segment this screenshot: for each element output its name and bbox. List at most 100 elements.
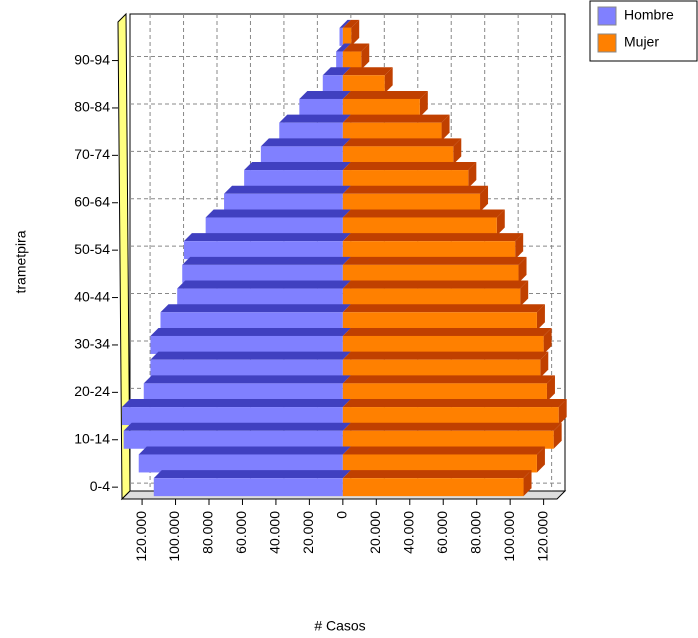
bar-top (150, 327, 351, 336)
bar-top (138, 446, 351, 455)
bar-top (160, 304, 351, 313)
x-tick-label: 120.000 (133, 511, 149, 562)
y-tick-label: 40-44 (74, 288, 110, 304)
bar (339, 27, 343, 46)
legend-swatch (597, 33, 617, 53)
bar-top (122, 399, 351, 408)
bar (342, 122, 442, 141)
legend-label: Hombre (624, 7, 674, 23)
bar-side (361, 43, 370, 70)
bar-side (520, 280, 529, 307)
x-tick-label: 60.000 (233, 511, 249, 554)
bar-top (342, 138, 462, 147)
bar-top (342, 470, 532, 479)
bar (177, 288, 343, 307)
bar-side (515, 233, 524, 260)
bar (260, 146, 343, 165)
bar-side (523, 470, 532, 497)
bar-top (299, 90, 351, 99)
bar (205, 217, 343, 236)
bar-top (153, 470, 351, 479)
bar-top (342, 19, 360, 28)
y-tick-label: 10-14 (74, 430, 110, 446)
bar-top (177, 280, 351, 289)
bar-top (342, 114, 450, 123)
x-tick-label: 80.000 (467, 511, 483, 554)
bar (342, 75, 385, 94)
bar-top (342, 90, 428, 99)
x-tick-label: 100.000 (166, 511, 182, 562)
bar-top (322, 67, 351, 76)
bar-side (351, 19, 360, 46)
bar (322, 75, 343, 94)
bar-side (441, 114, 450, 141)
x-tick-label: 100.000 (501, 511, 517, 562)
y-tick-label: 0-4 (90, 478, 110, 494)
bar-top (342, 256, 527, 265)
bar-side (546, 375, 555, 402)
bar (342, 264, 519, 283)
bar-top (342, 43, 370, 52)
bar (342, 51, 362, 70)
bar (342, 454, 537, 473)
x-tick-label: 40.000 (267, 511, 283, 554)
bar-side (480, 185, 489, 212)
bar (122, 407, 343, 426)
bar (342, 383, 547, 402)
bar-side (536, 446, 545, 473)
bar (279, 122, 343, 141)
bar (342, 478, 524, 497)
x-tick-label: 20.000 (367, 511, 383, 554)
bar-top (342, 327, 552, 336)
bar (183, 241, 343, 260)
bar-top (150, 351, 351, 360)
bar-top (342, 209, 505, 218)
bar (342, 98, 420, 117)
bar-top (342, 351, 549, 360)
y-tick-label: 50-54 (74, 241, 110, 257)
x-tick-label: 60.000 (434, 511, 450, 554)
bar (342, 312, 537, 331)
bar-side (419, 90, 428, 117)
bar (342, 359, 541, 378)
bar-top (342, 280, 529, 289)
bar-top (342, 185, 489, 194)
bar-top (279, 114, 351, 123)
y-tick-label: 30-34 (74, 336, 110, 352)
bar-top (342, 162, 477, 171)
bar-top (123, 422, 351, 431)
x-tick-label: 0 (334, 511, 350, 519)
bar (342, 27, 352, 46)
x-tick-label: 20.000 (300, 511, 316, 554)
bar-top (339, 19, 351, 28)
bar (153, 478, 343, 497)
legend-label: Mujer (624, 34, 659, 50)
bar (150, 335, 343, 354)
legend-swatch (597, 6, 617, 26)
bar (160, 312, 343, 331)
bar-top (182, 256, 351, 265)
y-tick-label: 70-74 (74, 146, 110, 162)
bar-top (244, 162, 351, 171)
bar-side (558, 399, 567, 426)
bar-side (468, 162, 477, 189)
bar (342, 407, 559, 426)
x-tick-label: 120.000 (534, 511, 550, 562)
bar-top (260, 138, 351, 147)
bar (143, 383, 343, 402)
bar-top (342, 399, 567, 408)
bar (342, 241, 516, 260)
bar (342, 170, 469, 189)
bar (244, 170, 343, 189)
bar-side (543, 327, 552, 354)
bar-top (342, 422, 562, 431)
bar-top (143, 375, 351, 384)
bar-top (336, 43, 351, 52)
bar (342, 193, 481, 212)
bar (150, 359, 343, 378)
x-tick-label: 40.000 (400, 511, 416, 554)
bar (123, 430, 343, 449)
bar-side (384, 67, 393, 94)
bar (342, 217, 497, 236)
bar-top (342, 67, 393, 76)
